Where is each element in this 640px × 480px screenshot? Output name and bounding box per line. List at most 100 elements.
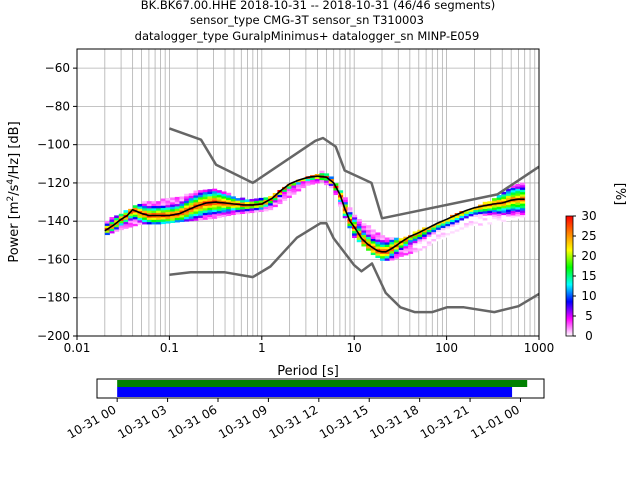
heatmap-cell (282, 193, 288, 197)
heatmap-cell (375, 246, 381, 249)
heatmap-cell (193, 218, 199, 221)
y-tick-label: −200 (37, 329, 70, 343)
heatmap-cell (118, 216, 124, 219)
heatmap-cell (216, 210, 222, 214)
heatmap-cell (515, 200, 521, 203)
heatmap-cell (426, 229, 432, 233)
heatmap-cell (179, 205, 185, 209)
heatmap-cell (403, 243, 409, 247)
heatmap-cell (361, 223, 367, 226)
heatmap-cell (193, 190, 199, 194)
heatmap-cell (156, 203, 162, 207)
heatmap-cell (184, 207, 190, 211)
heatmap-cell (464, 211, 470, 214)
heatmap-cell (370, 238, 376, 242)
heatmap-cell (118, 227, 124, 231)
heatmap-cell (104, 232, 110, 236)
heatmap-cell (515, 183, 521, 187)
heatmap-cell (272, 199, 278, 203)
heatmap-cell (478, 209, 484, 212)
heatmap-cell (520, 182, 526, 186)
heatmap-cell (207, 196, 213, 199)
heatmap-cell (510, 189, 516, 193)
heatmap-cell (394, 239, 400, 243)
heatmap-cell (179, 217, 185, 220)
heatmap-cell (426, 236, 432, 240)
title-line-1: BK.BK67.00.HHE 2018-10-31 -- 2018-10-31 … (141, 0, 495, 12)
heatmap-cell (240, 199, 246, 203)
heatmap-cell (454, 226, 460, 230)
heatmap-cell (193, 195, 199, 198)
heatmap-cell (202, 196, 208, 200)
heatmap-cell (492, 211, 498, 215)
heatmap-cell (384, 239, 390, 243)
heatmap-cell (482, 201, 488, 205)
heatmap-cell (515, 202, 521, 205)
heatmap-cell (352, 214, 358, 218)
heatmap-cell (184, 196, 190, 199)
heatmap-cell (375, 248, 381, 252)
heatmap-cell (370, 245, 376, 249)
heatmap-cell (202, 212, 208, 216)
heatmap-cell (496, 197, 502, 200)
heatmap-cell (487, 221, 493, 225)
heatmap-cell (230, 198, 236, 202)
heatmap-cell (114, 215, 120, 219)
heatmap-cell (468, 220, 474, 224)
heatmap-cell (496, 204, 502, 207)
heatmap-cell (436, 231, 442, 235)
heatmap-cell (338, 190, 344, 193)
heatmap-cell (520, 207, 526, 211)
heatmap-cell (184, 216, 190, 220)
heatmap-cell (202, 210, 208, 213)
timeline-tick-label: 11-01 00 (468, 402, 522, 441)
heatmap-cell (240, 197, 246, 201)
heatmap-cell (412, 231, 418, 235)
heatmap-cell (506, 207, 512, 210)
heatmap-cell (221, 214, 227, 218)
heatmap-cell (305, 178, 311, 182)
y-tick-label: −140 (37, 214, 70, 228)
heatmap-cell (398, 245, 404, 248)
heatmap-cell (501, 194, 507, 197)
heatmap-cell (174, 201, 180, 205)
heatmap-cell (398, 242, 404, 246)
heatmap-cell (464, 224, 470, 228)
heatmap-cell (114, 229, 120, 232)
heatmap-cell (440, 220, 446, 224)
heatmap-cell (459, 220, 465, 223)
heatmap-cell (450, 230, 456, 234)
heatmap-cell (459, 217, 465, 221)
heatmap-cell (151, 221, 157, 225)
heatmap-cell (146, 221, 152, 225)
heatmap-cell (198, 201, 204, 205)
heatmap-cell (361, 230, 367, 233)
heatmap-cell (221, 209, 227, 213)
heatmap-cell (506, 193, 512, 196)
heatmap-cell (431, 229, 437, 233)
heatmap-cell (496, 217, 502, 221)
heatmap-cell (478, 206, 484, 210)
heatmap-cell (179, 201, 185, 204)
heatmap-cell (128, 215, 134, 219)
heatmap-cell (487, 212, 493, 216)
heatmap-cell (160, 216, 166, 220)
heatmap-cell (165, 197, 171, 201)
heatmap-cell (202, 191, 208, 195)
heatmap-cell (296, 181, 302, 185)
heatmap-cell (212, 195, 218, 199)
heatmap-cell (142, 203, 148, 207)
heatmap-cell (207, 212, 213, 215)
heatmap-cell (501, 203, 507, 206)
heatmap-cell (202, 201, 208, 204)
heatmap-cell (128, 218, 134, 221)
heatmap-cell (118, 220, 124, 224)
heatmap-cell (450, 217, 456, 220)
heatmap-cell (184, 198, 190, 201)
heatmap-cell (216, 199, 222, 202)
heatmap-cell (384, 255, 390, 259)
heatmap-cell (202, 189, 208, 193)
heatmap-cell (380, 242, 386, 245)
timeline-tick-label: 10-31 18 (367, 402, 421, 441)
heatmap-cell (300, 185, 306, 189)
